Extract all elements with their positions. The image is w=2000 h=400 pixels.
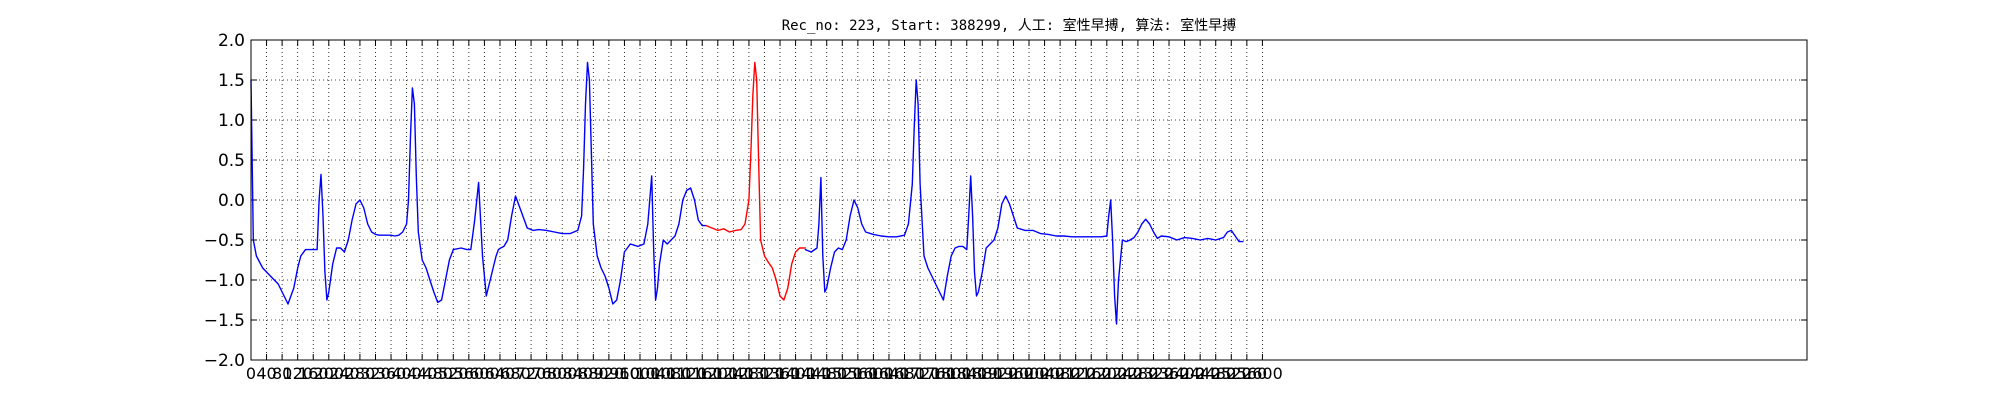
x-tick-label: 2280 — [1118, 364, 1159, 383]
x-tick-label: 1480 — [806, 364, 847, 383]
y-tick-label: 0.0 — [218, 191, 245, 211]
x-tick-label: 40 — [256, 364, 276, 383]
x-tick-label: 2520 — [1211, 364, 1252, 383]
x-tick-label: 2440 — [1180, 364, 1221, 383]
x-tick-label: 760 — [531, 364, 562, 383]
x-tick-label: 920 — [594, 364, 625, 383]
x-tick-label: 2080 — [1040, 364, 1081, 383]
x-tick-label: 400 — [391, 364, 422, 383]
x-tick-label: 2360 — [1149, 364, 1190, 383]
x-tick-label: 1800 — [931, 364, 972, 383]
series-layer — [250, 61, 1244, 325]
y-axis-ticks: 2.0 1.5 1.0 0.5 0.0 −0.5 −1.0 −1.5 −2.0 — [204, 31, 1807, 371]
x-tick-label: 2160 — [1071, 364, 1112, 383]
ecg-signal-segment — [804, 79, 1244, 325]
x-tick-label: 2120 — [1055, 364, 1096, 383]
x-tick-label: 1400 — [775, 364, 816, 383]
y-tick-label: −2.0 — [204, 351, 245, 371]
x-tick-label: 640 — [485, 364, 516, 383]
x-tick-label: 840 — [562, 364, 593, 383]
x-tick-label: 200 — [314, 364, 345, 383]
x-tick-label: 2200 — [1086, 364, 1127, 383]
x-tick-label: 1760 — [915, 364, 956, 383]
x-tick-label: 2600 — [1242, 364, 1283, 383]
x-tick-label: 2400 — [1164, 364, 1205, 383]
x-tick-label: 320 — [360, 364, 391, 383]
x-tick-label: 2480 — [1195, 364, 1236, 383]
plot-area-frame — [250, 39, 1808, 361]
x-tick-label: 120 — [282, 364, 313, 383]
x-tick-label: 1320 — [744, 364, 785, 383]
x-tick-label: 1640 — [869, 364, 910, 383]
x-tick-label: 520 — [438, 364, 469, 383]
x-tick-label: 2000 — [1009, 364, 1050, 383]
x-tick-label: 1560 — [837, 364, 878, 383]
x-tick-label: 960 — [609, 364, 640, 383]
x-tick-label: 280 — [345, 364, 376, 383]
x-tick-label: 680 — [500, 364, 531, 383]
chart-title: Rec_no: 223, Start: 388299, 人工: 室性早搏, 算法… — [782, 17, 1237, 34]
x-tick-label: 2240 — [1102, 364, 1143, 383]
x-tick-label: 1040 — [635, 364, 676, 383]
x-tick-label: 1720 — [900, 364, 941, 383]
x-tick-label: 600 — [469, 364, 500, 383]
x-tick-label: 1680 — [884, 364, 925, 383]
x-tick-label: 1360 — [760, 364, 801, 383]
x-tick-label: 2560 — [1226, 364, 1267, 383]
x-tick-label: 1520 — [822, 364, 863, 383]
x-tick-label: 1440 — [791, 364, 832, 383]
ecg-signal-segment — [250, 61, 707, 305]
x-tick-label: 440 — [407, 364, 438, 383]
y-tick-label: 0.5 — [218, 151, 245, 171]
x-tick-label: 2040 — [1024, 364, 1065, 383]
x-tick-label: 1280 — [729, 364, 770, 383]
ecg-highlighted-segment — [705, 61, 806, 301]
x-tick-label: 1240 — [713, 364, 754, 383]
x-tick-label: 1840 — [946, 364, 987, 383]
x-tick-label: 1880 — [962, 364, 1003, 383]
x-tick-label: 1600 — [853, 364, 894, 383]
y-tick-label: −1.5 — [204, 311, 245, 331]
x-tick-label: 240 — [329, 364, 360, 383]
x-tick-label: 0 — [246, 364, 256, 383]
x-tick-label: 1160 — [682, 364, 723, 383]
x-tick-label: 880 — [578, 364, 609, 383]
x-tick-label: 160 — [298, 364, 329, 383]
y-tick-label: 1.0 — [218, 111, 245, 131]
y-tick-label: −1.0 — [204, 271, 245, 291]
y-tick-label: 2.0 — [218, 31, 245, 51]
x-tick-label: 2320 — [1133, 364, 1174, 383]
y-tick-label: −0.5 — [204, 231, 245, 251]
x-tick-label: 1080 — [651, 364, 692, 383]
x-tick-label: 80 — [272, 364, 292, 383]
y-tick-label: 1.5 — [218, 71, 245, 91]
x-tick-label: 1120 — [666, 364, 707, 383]
x-tick-label: 1000 — [620, 364, 661, 383]
x-tick-label: 1200 — [697, 364, 738, 383]
x-tick-label: 1960 — [993, 364, 1034, 383]
x-axis-ticks: 0 408012016020024028032036040044048052056… — [246, 40, 1283, 383]
x-tick-label: 720 — [516, 364, 547, 383]
x-tick-label: 800 — [547, 364, 578, 383]
x-tick-label: 480 — [422, 364, 453, 383]
x-tick-label: 1920 — [978, 364, 1019, 383]
x-tick-label: 560 — [454, 364, 485, 383]
x-tick-label: 360 — [376, 364, 407, 383]
